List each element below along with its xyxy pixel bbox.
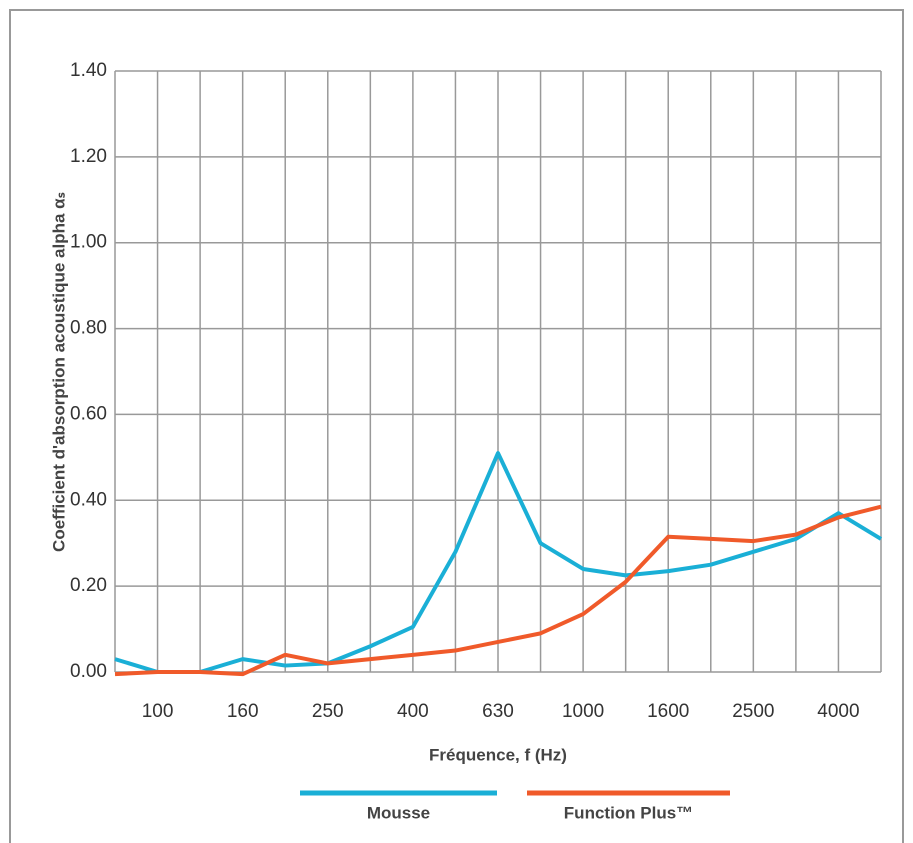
x-tick-label: 160 xyxy=(227,701,259,722)
y-tick-label: 0.00 xyxy=(70,661,107,682)
y-tick-label: 0.40 xyxy=(70,489,107,510)
x-tick-label: 630 xyxy=(482,701,514,722)
x-tick-label: 4000 xyxy=(817,701,859,722)
y-tick-label: 1.40 xyxy=(70,60,107,81)
legend-label: Mousse xyxy=(367,803,430,822)
y-tick-label: 0.80 xyxy=(70,318,107,339)
x-tick-label: 1600 xyxy=(647,701,689,722)
frame xyxy=(9,9,904,843)
series-line xyxy=(114,451,883,674)
x-tick-label: 100 xyxy=(142,701,174,722)
y-tick-label: 0.20 xyxy=(70,575,107,596)
x-tick-label: 250 xyxy=(312,701,344,722)
x-tick-label: 400 xyxy=(397,701,429,722)
y-tick-label: 1.00 xyxy=(70,232,107,253)
x-tick-label: 1000 xyxy=(562,701,604,722)
legend-label: Function Plus™ xyxy=(564,803,693,822)
y-tick-label: 0.60 xyxy=(70,403,107,424)
y-axis-title: Coefficient d'absorption acoustique alph… xyxy=(49,192,68,552)
y-tick-label: 1.20 xyxy=(70,146,107,167)
x-axis-title: Fréquence, f (Hz) xyxy=(429,745,567,764)
series-line xyxy=(114,504,882,677)
x-tick-label: 2500 xyxy=(732,701,774,722)
